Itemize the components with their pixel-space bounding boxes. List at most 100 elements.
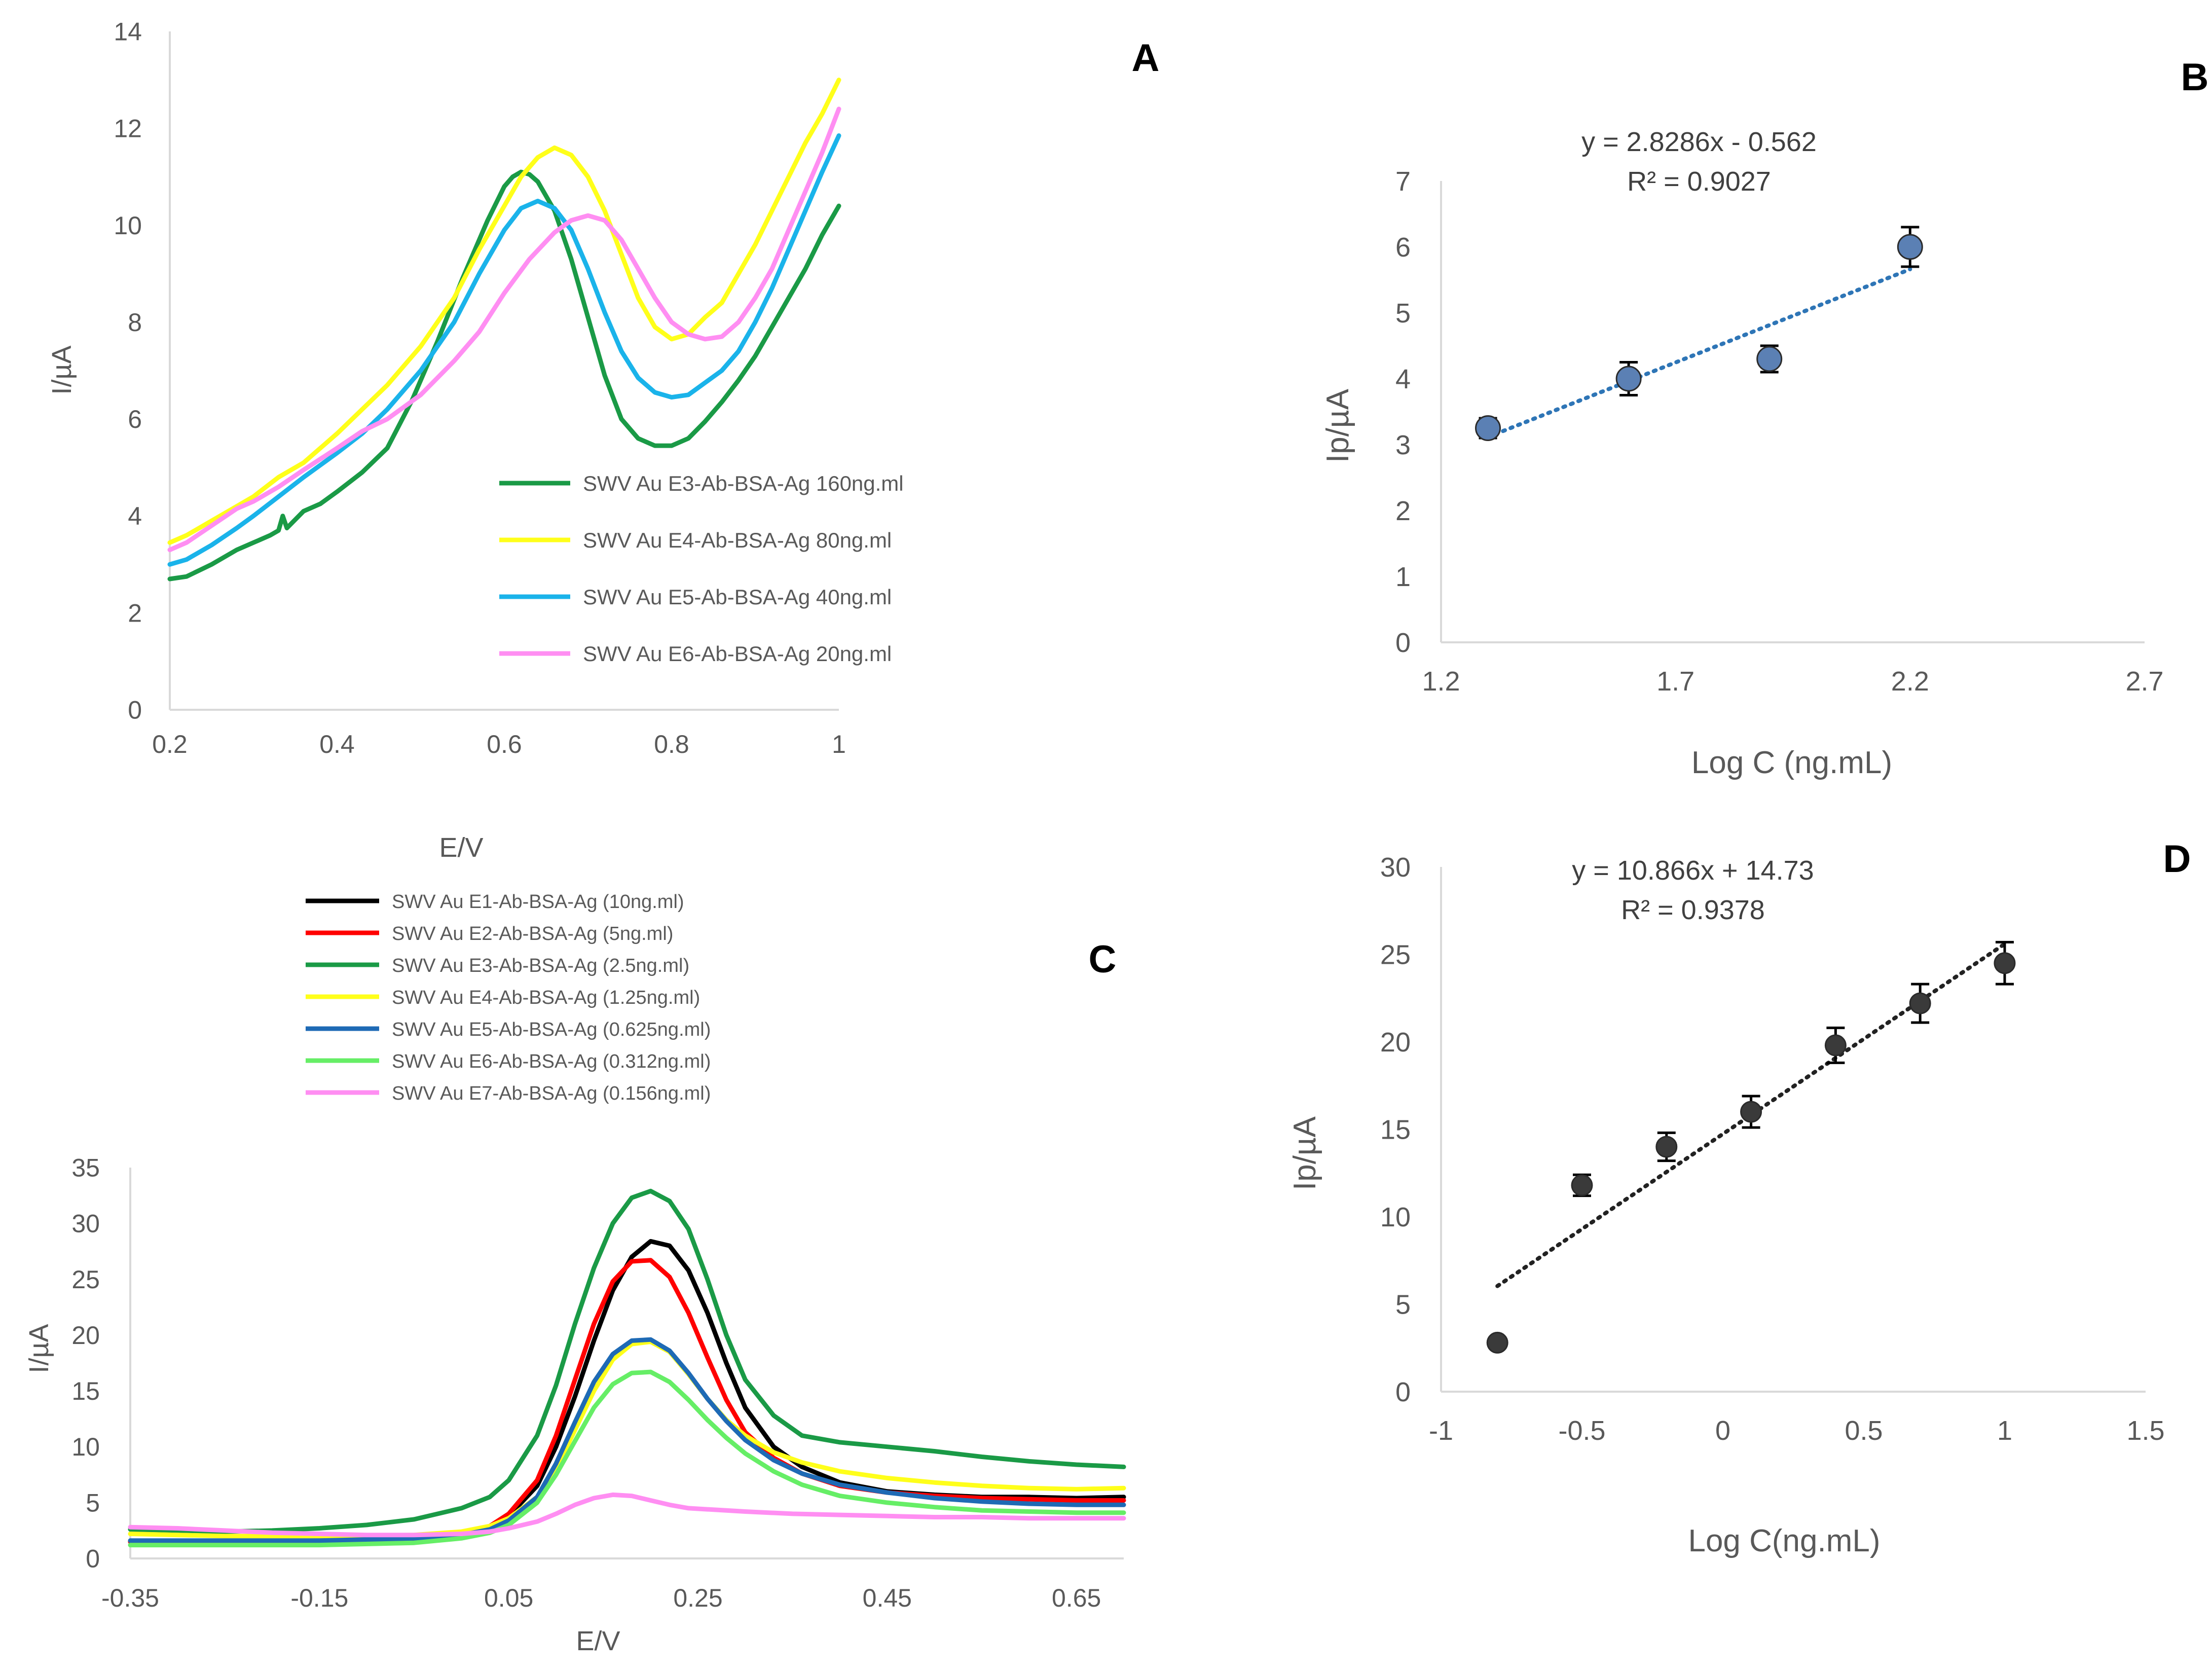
x-tick-label: 0.05	[484, 1584, 533, 1612]
chart-c: 0 5 10 15 20 25 30 35 -0.35 -0.15 0.05 0.25 0.45 0.65…	[24, 891, 1126, 1656]
x-tick-label: 0.4	[319, 730, 355, 758]
y-tick-label: 4	[128, 502, 142, 530]
y-tick-label: 15	[1380, 1114, 1411, 1145]
data-point	[1615, 366, 1642, 392]
y-tick-label: 5	[86, 1488, 100, 1517]
y-tick-label: 35	[71, 1154, 100, 1182]
y-tick-label: 7	[1395, 166, 1411, 197]
y-tick-label: 4	[1395, 364, 1411, 394]
legend-label: SWV Au E4-Ab-BSA-Ag (1.25ng.ml)	[392, 987, 700, 1008]
trend-r-squared: R² = 0.9378	[1621, 895, 1765, 925]
data-point	[1756, 346, 1783, 372]
y-tick-label: 30	[1380, 852, 1411, 883]
y-tick-label: 25	[1380, 939, 1411, 970]
x-axis-title: E/V	[439, 832, 483, 863]
x-tick-label: -0.5	[1558, 1415, 1605, 1446]
legend-label: SWV Au E1-Ab-BSA-Ag (10ng.ml)	[392, 891, 684, 913]
data-point	[1909, 992, 1931, 1014]
y-tick-label: 15	[71, 1377, 100, 1405]
panel-label-d: D	[2163, 838, 2191, 881]
trendline	[1486, 267, 1912, 440]
data-point	[1897, 234, 1923, 260]
y-tick-label: 3	[1395, 430, 1411, 460]
y-tick-label: 6	[128, 405, 142, 433]
x-tick-label: 0.5	[1845, 1415, 1883, 1446]
y-axis-title: Ip/µA	[1320, 388, 1355, 463]
chart-b: 0 1 2 3 4 5 6 7 1.2 1.7 2.2 2.7 Log C (ng.mL) Ip/µA y …	[1320, 127, 2164, 780]
x-tick-label: 1	[832, 730, 846, 758]
legend-label: SWV Au E6-Ab-BSA-Ag 20ng.ml	[583, 642, 892, 666]
y-tick-label: 10	[71, 1433, 100, 1461]
y-axis-title: I/µA	[47, 345, 77, 394]
x-tick-label: 0	[1715, 1415, 1730, 1446]
legend-label: SWV Au E7-Ab-BSA-Ag (0.156ng.ml)	[392, 1083, 711, 1104]
series-line	[167, 106, 841, 553]
series-line	[167, 133, 841, 567]
data-point	[1475, 415, 1501, 441]
panel-label-a: A	[1132, 37, 1160, 80]
y-tick-label: 5	[1395, 298, 1411, 329]
legend-label: SWV Au E5-Ab-BSA-Ag 40ng.ml	[583, 585, 892, 609]
legend-label: SWV Au E4-Ab-BSA-Ag 80ng.ml	[583, 528, 892, 552]
series-line	[167, 78, 841, 545]
series-line	[128, 1492, 1126, 1538]
series-line	[128, 1369, 1126, 1548]
x-tick-label: 0.25	[673, 1584, 722, 1612]
y-axis-title: Ip/µA	[1287, 1116, 1322, 1190]
x-tick-label: 2.2	[1891, 666, 1929, 697]
chart-d: 0 5 10 15 20 25 30 -1 -0.5 0 0.5 1 1.5 Log C(ng.mL) Ip…	[1287, 852, 2165, 1558]
data-point	[1486, 1331, 1508, 1354]
legend-label: SWV Au E3-Ab-BSA-Ag 160ng.ml	[583, 471, 904, 495]
x-tick-label: 0.6	[487, 730, 522, 758]
y-tick-label: 30	[71, 1210, 100, 1238]
x-axis-title: Log C (ng.mL)	[1691, 745, 1892, 780]
x-axis-title: Log C(ng.mL)	[1688, 1523, 1880, 1558]
x-tick-label: -1	[1429, 1415, 1453, 1446]
y-tick-label: 1	[1395, 562, 1411, 592]
x-tick-label: -0.15	[290, 1584, 348, 1612]
data-point	[1571, 1174, 1593, 1196]
y-tick-label: 0	[86, 1545, 100, 1573]
trend-r-squared: R² = 0.9027	[1627, 166, 1771, 197]
x-tick-label: 0.2	[152, 730, 188, 758]
data-point	[1994, 952, 2016, 974]
series-line	[128, 1339, 1126, 1539]
series-line	[167, 169, 841, 582]
y-tick-label: 2	[1395, 496, 1411, 526]
data-point	[1740, 1101, 1762, 1123]
legend-label: SWV Au E6-Ab-BSA-Ag (0.312ng.ml)	[392, 1051, 711, 1072]
trend-equation: y = 10.866x + 14.73	[1572, 855, 1814, 886]
x-tick-label: 1.2	[1422, 666, 1460, 697]
y-axis-title: I/µA	[24, 1324, 54, 1373]
data-point	[1824, 1034, 1847, 1057]
y-tick-label: 0	[128, 696, 142, 724]
legend-label: SWV Au E5-Ab-BSA-Ag (0.625ng.ml)	[392, 1019, 711, 1040]
y-tick-label: 25	[71, 1265, 100, 1294]
x-tick-label: 0.8	[654, 730, 689, 758]
y-tick-label: 5	[1395, 1289, 1411, 1320]
y-tick-label: 14	[114, 18, 142, 46]
data-point	[1655, 1136, 1678, 1158]
x-tick-label: 0.45	[863, 1584, 912, 1612]
y-tick-label: 6	[1395, 232, 1411, 263]
x-tick-label: 1.7	[1656, 666, 1694, 697]
y-tick-label: 10	[114, 211, 142, 240]
y-tick-label: 8	[128, 308, 142, 337]
chart-a: 0 2 4 6 8 10 12 14 0.2 0.4 0.6 0.8 1 E/V I/µA SWV Au E3…	[47, 18, 904, 863]
x-tick-label: 1.5	[2126, 1415, 2164, 1446]
legend-label: SWV Au E2-Ab-BSA-Ag (5ng.ml)	[392, 923, 673, 945]
x-tick-label: 0.65	[1052, 1584, 1101, 1612]
panel-label-b: B	[2181, 56, 2209, 99]
x-tick-label: -0.35	[101, 1584, 159, 1612]
y-tick-label: 0	[1395, 628, 1411, 658]
y-tick-label: 2	[128, 599, 142, 627]
y-tick-label: 12	[114, 115, 142, 143]
legend-label: SWV Au E3-Ab-BSA-Ag (2.5ng.ml)	[392, 955, 689, 976]
series-line	[128, 1188, 1126, 1534]
y-tick-label: 10	[1380, 1202, 1411, 1232]
x-tick-label: 1	[1997, 1415, 2012, 1446]
x-axis-title: E/V	[576, 1626, 620, 1656]
panel-label-c: C	[1089, 938, 1117, 981]
y-tick-label: 0	[1395, 1377, 1411, 1407]
